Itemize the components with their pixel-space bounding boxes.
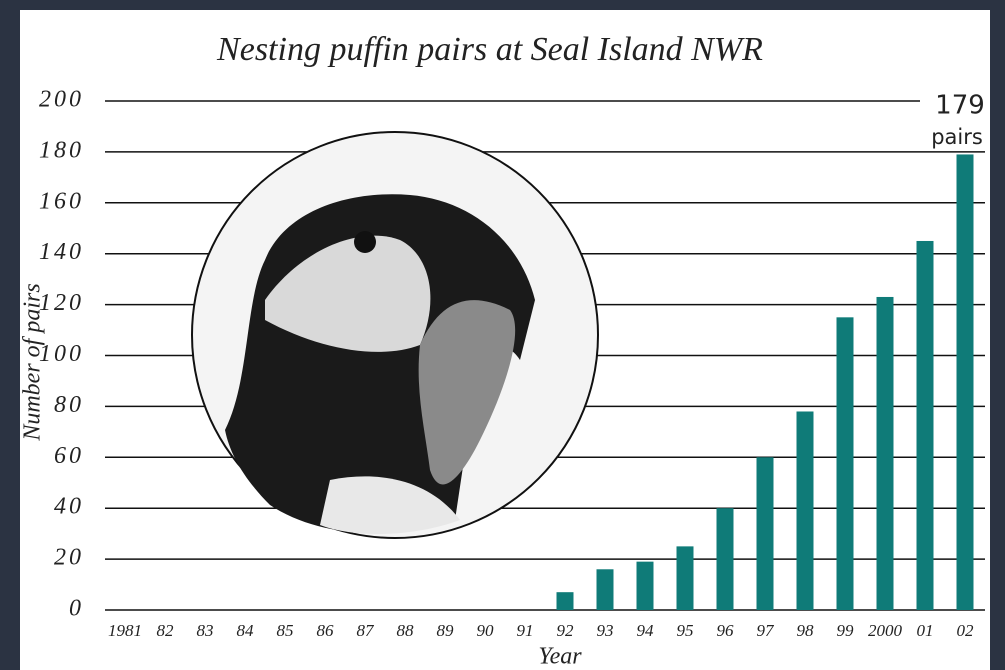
x-tick-label: 91 [517, 621, 534, 640]
y-tick-label: 100 [39, 341, 84, 367]
x-tick-label: 93 [597, 621, 614, 640]
x-tick-label: 02 [957, 621, 975, 640]
bar [956, 154, 974, 610]
bar [716, 508, 734, 610]
x-tick-label: 2000 [868, 621, 903, 640]
x-tick-label: 89 [437, 621, 455, 640]
bar [916, 240, 934, 610]
y-tick-label: 60 [54, 443, 84, 469]
x-tick-label: 90 [477, 621, 495, 640]
y-tick-label: 0 [69, 596, 84, 622]
chart-title: Nesting puffin pairs at Seal Island NWR [216, 31, 763, 68]
bar [636, 561, 654, 610]
bar [556, 592, 574, 610]
x-tick-label: 92 [557, 621, 575, 640]
x-tick-label: 98 [797, 621, 815, 640]
bar [876, 296, 894, 610]
annotation: 179 [935, 91, 985, 121]
x-axis-label: Year [538, 644, 582, 670]
x-tick-label: 84 [237, 621, 255, 640]
x-tick-label: 82 [157, 621, 175, 640]
annotation: pairs [931, 125, 983, 149]
y-tick-label: 200 [39, 87, 84, 113]
bar [756, 457, 774, 610]
x-tick-label: 88 [397, 621, 415, 640]
x-tick-label: 86 [317, 621, 335, 640]
y-tick-label: 160 [39, 188, 84, 214]
x-tick-label: 1981 [108, 621, 142, 640]
y-axis-label: Number of pairs [20, 283, 46, 441]
x-tick-label: 87 [357, 621, 376, 640]
x-tick-label: 94 [637, 621, 655, 640]
puffin-illustration [191, 131, 599, 539]
x-tick-label: 01 [917, 621, 934, 640]
y-tick-label: 80 [54, 392, 84, 418]
y-tick-label: 140 [39, 239, 84, 265]
y-tick-label: 20 [54, 545, 84, 571]
bars [556, 154, 974, 610]
x-tick-label: 96 [717, 621, 735, 640]
bar [796, 411, 814, 610]
x-tick-label: 99 [837, 621, 855, 640]
y-tick-label: 180 [39, 137, 84, 163]
y-tick-label: 120 [39, 290, 84, 316]
bar [676, 546, 694, 610]
y-tick-label: 40 [54, 494, 84, 520]
x-tick-label: 83 [197, 621, 214, 640]
x-tick-label: 95 [677, 621, 694, 640]
bar [596, 569, 614, 610]
bar [836, 317, 854, 610]
x-tick-label: 97 [757, 621, 776, 640]
x-tick-label: 85 [277, 621, 294, 640]
